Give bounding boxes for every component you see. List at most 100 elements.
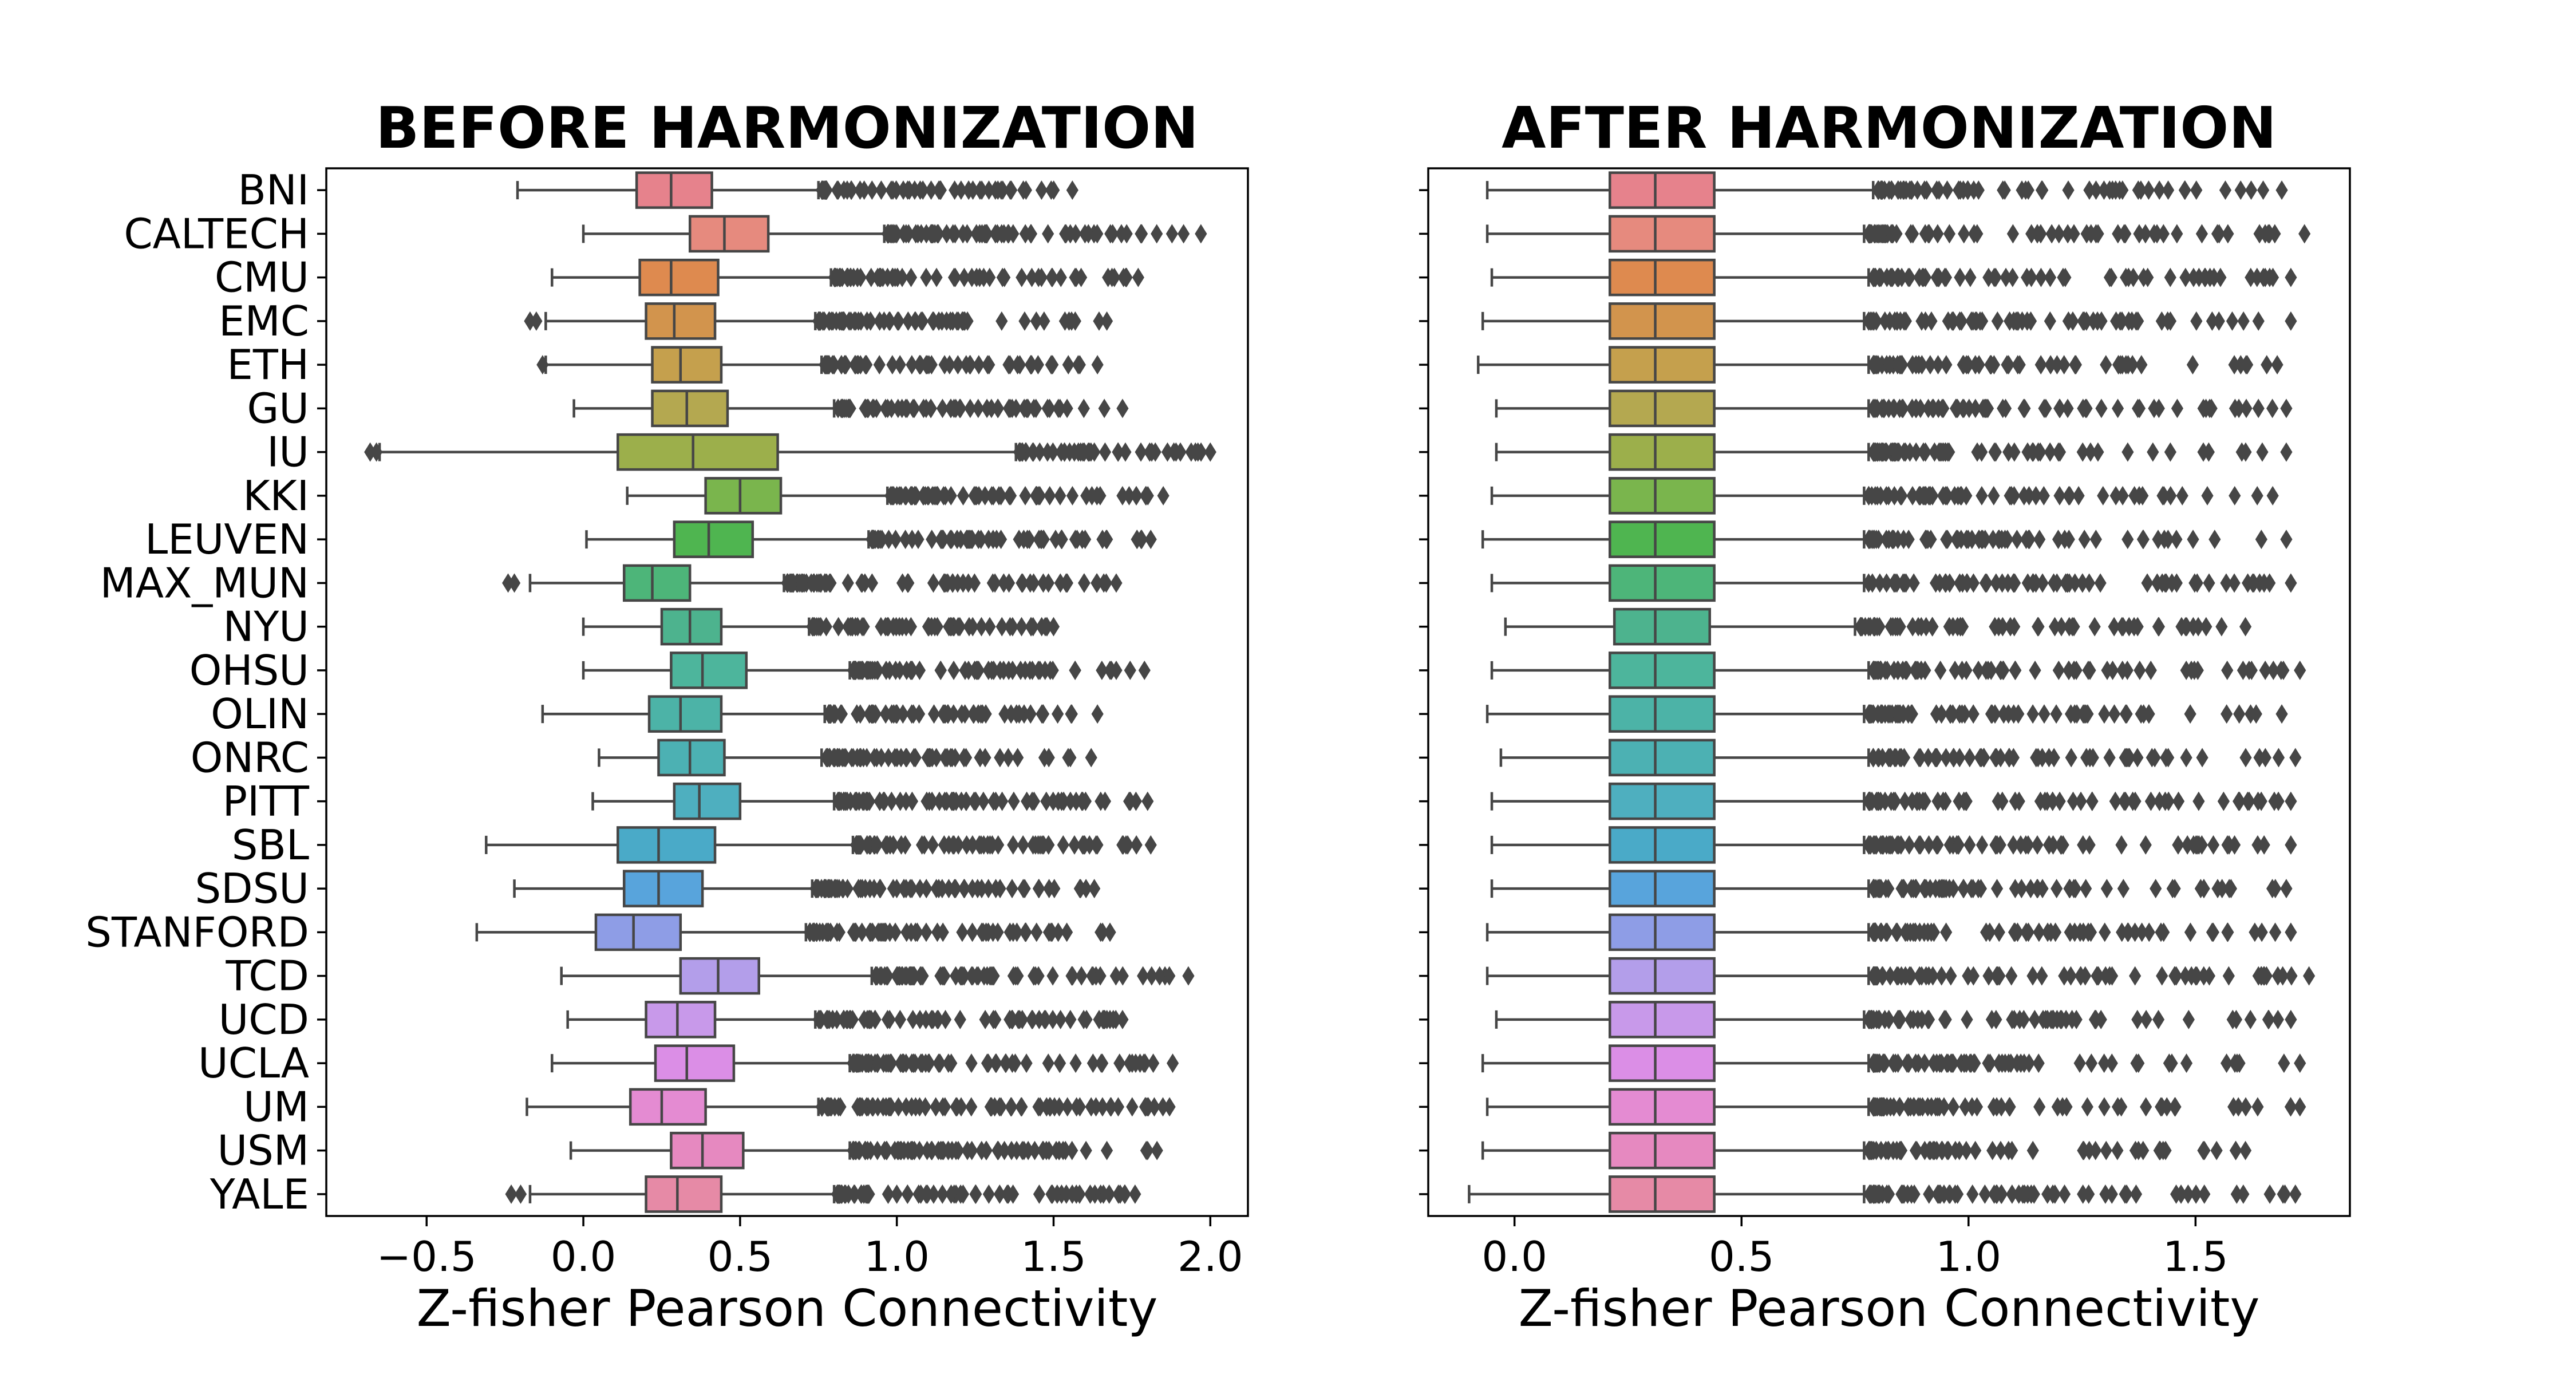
outlier-point [1135, 442, 1147, 462]
outlier-point [2285, 573, 2297, 593]
box-tcd [560, 957, 1195, 995]
outlier-point [1153, 966, 1166, 986]
outlier-point [947, 660, 960, 680]
outlier-point [2233, 704, 2246, 724]
outlier-point [1999, 1053, 2012, 1073]
outlier-point [901, 1184, 914, 1204]
outlier-point [1015, 617, 1028, 637]
outlier-point [1091, 704, 1104, 724]
outlier-point [2275, 180, 2288, 200]
iqr-box [622, 564, 692, 602]
outlier-point [1885, 224, 1898, 244]
outlier-point [1874, 485, 1887, 506]
outlier-point [880, 1053, 892, 1073]
outlier-point [1883, 311, 1896, 331]
outlier-point [2187, 835, 2200, 855]
outlier-point [920, 922, 933, 942]
outlier-point [850, 311, 862, 331]
outlier-point [1052, 704, 1064, 724]
outlier-point [1100, 1140, 1113, 1160]
outlier-point [987, 791, 1000, 811]
outlier-point [991, 398, 1004, 418]
outlier-point [1976, 485, 1988, 506]
outlier-point [983, 617, 996, 637]
outlier-point [2008, 485, 2021, 506]
outlier-point [1138, 660, 1151, 680]
outlier-point [1899, 311, 1912, 331]
outlier-point [833, 879, 846, 899]
outlier-point [2064, 704, 2077, 724]
outlier-point [1014, 355, 1026, 375]
outlier-point [1025, 267, 1038, 287]
outlier-point [1020, 1053, 1033, 1073]
outlier-point [1978, 398, 1991, 418]
outlier-point [998, 267, 1011, 287]
outlier-point [2245, 180, 2258, 200]
outlier-point [1107, 224, 1119, 244]
outlier-point [2081, 1097, 2093, 1117]
outlier-point [2089, 530, 2102, 550]
outlier-point [992, 1140, 1005, 1160]
outlier-point [905, 922, 918, 942]
outlier-point [1006, 879, 1018, 899]
outlier-point [1055, 791, 1068, 811]
outlier-point [899, 748, 912, 768]
outlier-point [1962, 966, 1974, 986]
outlier-point [1985, 355, 1997, 375]
outlier-point [947, 398, 961, 418]
outlier-point [1130, 835, 1143, 855]
outlier-point [2119, 1184, 2131, 1204]
outlier-point [2275, 704, 2288, 724]
outlier-point [866, 530, 879, 550]
outlier-point [2241, 791, 2254, 811]
outlier-point [2061, 224, 2074, 244]
outlier-point [1989, 267, 2002, 287]
outlier-point [1947, 617, 1959, 637]
outlier-point [1874, 224, 1886, 244]
outlier-point [2025, 224, 2038, 244]
outlier-point [1080, 1009, 1093, 1029]
outlier-point [2251, 485, 2263, 506]
outlier-point [1922, 1009, 1934, 1029]
x-axis-label-before: Z-fisher Pearson Connectivity [417, 1279, 1158, 1338]
outlier-point [913, 1097, 926, 1117]
box-sbl [1490, 826, 2297, 864]
outlier-point [1126, 1097, 1139, 1117]
outlier-point [930, 267, 943, 287]
y-tick-label: OLIN [211, 690, 309, 738]
outlier-point [1969, 1140, 1982, 1160]
iqr-box [1608, 171, 1716, 209]
outlier-point [2239, 442, 2252, 462]
outlier-point [929, 617, 941, 637]
outlier-point [1917, 267, 1930, 287]
outlier-point [2098, 1097, 2111, 1117]
outlier-point [1931, 224, 1944, 244]
outlier-point [2136, 485, 2149, 506]
outlier-point [2294, 1053, 2306, 1073]
outlier-point [2212, 311, 2225, 331]
outlier-point [2190, 311, 2203, 331]
outlier-point [1032, 485, 1045, 506]
outlier-point [820, 180, 832, 200]
outlier-point [886, 355, 899, 375]
outlier-point [1881, 660, 1894, 680]
outlier-point [2237, 660, 2249, 680]
outlier-point [1144, 835, 1157, 855]
outlier-point [1882, 879, 1895, 899]
outlier-point [2053, 485, 2066, 506]
outlier-point [1955, 660, 1969, 680]
outlier-point [987, 485, 999, 506]
outlier-point [2097, 180, 2111, 200]
outlier-point [2034, 267, 2048, 287]
outlier-point [2084, 660, 2096, 680]
outlier-point [2041, 1009, 2054, 1029]
outlier-point [1922, 966, 1935, 986]
outlier-point [1926, 617, 1939, 637]
outlier-point [939, 1009, 952, 1029]
outlier-point [1020, 180, 1032, 200]
outlier-point [989, 1097, 1001, 1117]
outlier-point [1002, 1184, 1014, 1204]
outlier-point [1151, 224, 1163, 244]
x-tick-label: 0.5 [1709, 1233, 1775, 1281]
outlier-point [1883, 180, 1895, 200]
